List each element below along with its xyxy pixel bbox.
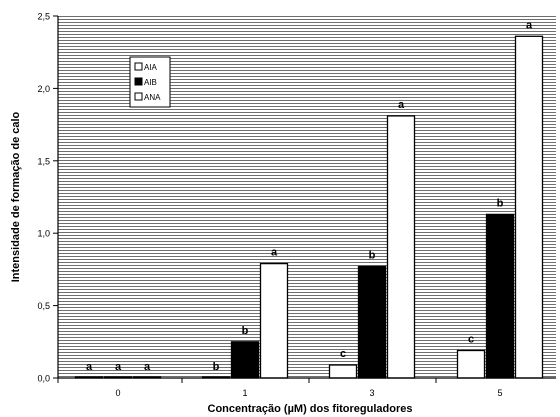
y-axis-label: Intensidade de formação de calo [10,111,22,282]
bars-group [74,35,544,379]
y-tick-label: 2,5 [37,12,50,22]
bar-ana-3 [386,115,416,379]
bar-aia-5 [456,349,486,379]
x-tick-label: 5 [497,388,502,398]
significance-letter: b [242,325,249,337]
legend-swatch-aia [134,62,143,71]
bar-ana-1 [259,262,289,379]
bar-aia-3 [328,364,358,379]
legend-label-aia: AIA [144,63,158,72]
y-tick-label: 0,5 [37,301,50,311]
significance-letter: a [144,361,151,373]
y-tick-label: 1,0 [37,229,50,239]
significance-letter: a [271,247,278,259]
axes-group: 0,0 0,5 1,0 1,5 2,0 2,5 0 1 3 5 [37,12,556,398]
significance-letter: a [86,361,93,373]
bar-ana-5 [514,35,544,379]
significance-letter: b [497,197,504,209]
y-tick-label: 0,0 [37,374,50,384]
significance-letter: b [213,361,220,373]
legend-swatch-ana [134,92,143,101]
significance-letter: c [468,334,474,346]
legend-label-aib: AIB [144,78,157,87]
significance-letter: a [115,361,122,373]
legend-label-ana: ANA [144,93,161,102]
legend-swatch-aib [134,77,143,86]
significance-letters: a a a b b a c b a c b a [86,19,533,373]
y-tick-label: 2,0 [37,84,50,94]
legend: AIA AIB ANA [129,56,171,108]
significance-letter: c [340,348,346,360]
significance-letter: a [398,99,405,111]
bar-aib-3 [357,265,387,379]
x-tick-label: 0 [115,388,120,398]
bar-aib-5 [485,213,515,379]
y-tick-label: 1,5 [37,156,50,166]
significance-letter: b [369,250,376,262]
bar-aib-1 [230,341,260,379]
x-tick-label: 1 [242,388,247,398]
significance-letter: a [526,19,533,31]
x-axis-label: Concentração (µM) dos fitoreguladores [208,403,413,415]
x-tick-label: 3 [369,388,374,398]
